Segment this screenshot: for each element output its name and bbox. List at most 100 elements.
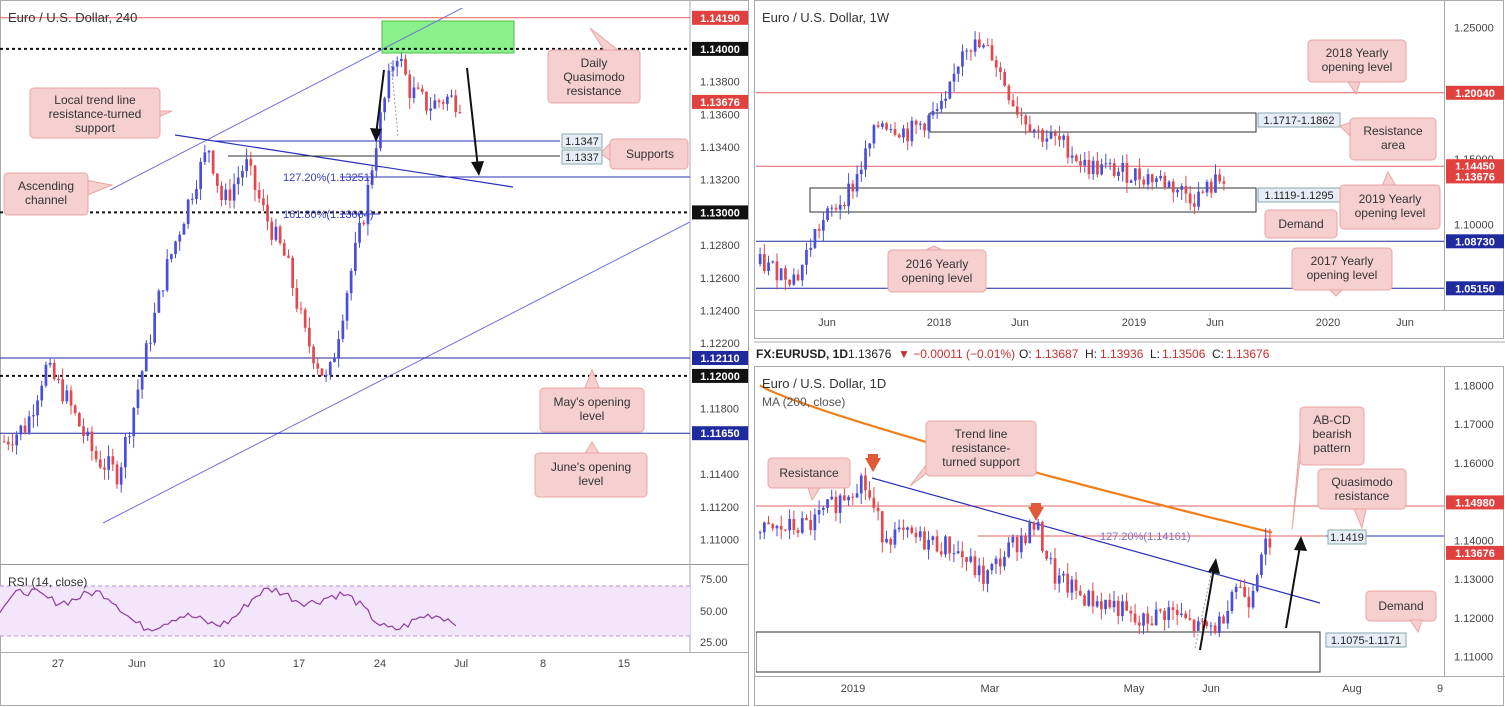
daily-candle	[998, 548, 1002, 575]
svg-text:bearish: bearish	[1312, 427, 1351, 441]
daily-candle	[1234, 583, 1238, 599]
daily-candle	[906, 526, 909, 538]
weekly-candle	[864, 140, 867, 177]
h4-candle	[387, 63, 391, 103]
h4-candle	[36, 395, 39, 427]
h4-xtick-5: Jul	[454, 658, 468, 670]
weekly-candle	[1193, 194, 1196, 214]
h4-rsi-tick-25: 25.00	[700, 637, 728, 649]
h4-local-trendline	[174, 134, 514, 188]
h4-ytick-1: 1.13600	[700, 109, 740, 121]
h4-panel-border	[0, 0, 749, 706]
weekly-xtick-6: Jun	[1396, 317, 1414, 329]
daily-candle	[834, 490, 838, 522]
svg-text:level: level	[579, 474, 604, 488]
weekly-candle	[994, 55, 998, 77]
daily-ticker-symbol: FX:EURUSD, 1D	[756, 347, 848, 361]
daily-candle	[1213, 622, 1217, 635]
svg-text:Trend line: Trend line	[955, 427, 1008, 441]
h4-candle	[73, 404, 77, 416]
svg-text:June's opening: June's opening	[551, 460, 631, 474]
daily-abcd-arrows	[1194, 536, 1307, 651]
h4-price-axis: 1.13800 1.13600 1.13400 1.13200 1.12800 1.126…	[700, 77, 740, 547]
daily-candle	[1112, 590, 1116, 613]
weekly-candle	[1007, 83, 1011, 105]
weekly-xtick-4: Jun	[1206, 317, 1224, 329]
h4-candle	[391, 60, 395, 78]
daily-candle	[1053, 548, 1057, 590]
h4-ytick-8: 1.11800	[700, 404, 739, 416]
svg-text:Demand: Demand	[1278, 217, 1323, 231]
weekly-candle	[1020, 107, 1023, 125]
svg-text:Resistance: Resistance	[779, 466, 839, 480]
h4-candle	[220, 181, 223, 207]
weekly-price-tag-3: 1.08730	[1446, 234, 1504, 249]
svg-text:pattern: pattern	[1313, 441, 1350, 455]
h4-candle	[299, 301, 303, 315]
daily-ticker-last: 1.13676	[848, 347, 892, 361]
weekly-candle	[1096, 152, 1099, 178]
h4-candle	[23, 417, 27, 435]
daily-candle	[864, 467, 867, 501]
weekly-price-tag-2: 1.13676	[1446, 169, 1504, 184]
weekly-panel: 1.1717-1.1862 1.1119-1.1295 2018 Yearly …	[754, 0, 1505, 339]
weekly-candle	[796, 269, 800, 282]
h4-ytick-4: 1.12800	[700, 240, 740, 252]
svg-text:2016 Yearly: 2016 Yearly	[906, 257, 969, 271]
h4-candle	[61, 368, 64, 404]
h4-channel-lower	[102, 221, 690, 524]
weekly-candle	[855, 165, 859, 198]
daily-candle	[1196, 616, 1200, 632]
daily-candle	[1188, 609, 1192, 621]
daily-candle	[767, 515, 770, 525]
daily-candle	[1015, 535, 1019, 562]
h4-candle	[416, 82, 420, 90]
weekly-candle	[788, 279, 791, 288]
svg-text:turned support: turned support	[942, 455, 1020, 469]
daily-ticker-o-label: O:	[1019, 347, 1032, 361]
h4-price-tag-3: 1.13000	[692, 205, 748, 220]
daily-ticker-o: 1.13687	[1035, 347, 1079, 361]
h4-candle	[446, 94, 449, 111]
daily-candle	[784, 528, 787, 532]
h4-candle	[115, 460, 119, 489]
weekly-candle	[1159, 170, 1162, 181]
h4-candle	[341, 314, 345, 343]
h4-candle	[349, 268, 353, 301]
daily-candle	[1230, 589, 1234, 614]
daily-resistance-marker-2	[1028, 507, 1044, 521]
h4-candle	[316, 358, 320, 375]
h4-candle	[186, 198, 190, 229]
weekly-price-tag-text-4: 1.05150	[1455, 283, 1495, 295]
daily-candle	[1163, 608, 1166, 631]
svg-text:Ascending: Ascending	[18, 179, 74, 193]
daily-candle	[889, 537, 893, 553]
h4-panel: Daily Quasimodo resistance Local trend l…	[0, 0, 749, 706]
daily-candle	[1222, 614, 1225, 624]
daily-candle	[939, 542, 943, 557]
daily-candle	[876, 501, 880, 521]
weekly-candle	[1125, 154, 1129, 194]
h4-candle	[429, 97, 432, 121]
daily-candle	[910, 525, 914, 535]
h4-candle	[400, 52, 403, 68]
svg-text:opening level: opening level	[1322, 60, 1393, 74]
daily-candle	[1125, 592, 1128, 611]
h4-candle	[337, 330, 340, 368]
weekly-candle	[956, 66, 960, 82]
daily-candle	[1180, 602, 1183, 618]
weekly-ytick-2: 1.10000	[1454, 220, 1494, 232]
daily-candle	[944, 534, 947, 558]
daily-candle	[771, 522, 775, 532]
weekly-candle	[1142, 176, 1146, 188]
daily-panel-border	[754, 366, 1504, 706]
daily-candle	[758, 530, 762, 540]
daily-candle	[1146, 606, 1150, 632]
weekly-candle	[1180, 183, 1184, 201]
weekly-xtick-0: Jun	[818, 317, 836, 329]
h4-title: Euro / U.S. Dollar, 240	[8, 10, 137, 25]
h4-callout-channel: Ascending channel	[3, 172, 114, 216]
h4-channel-upper	[109, 8, 464, 191]
h4-candle	[262, 189, 265, 211]
h4-callout-june: June's opening level	[534, 441, 648, 498]
